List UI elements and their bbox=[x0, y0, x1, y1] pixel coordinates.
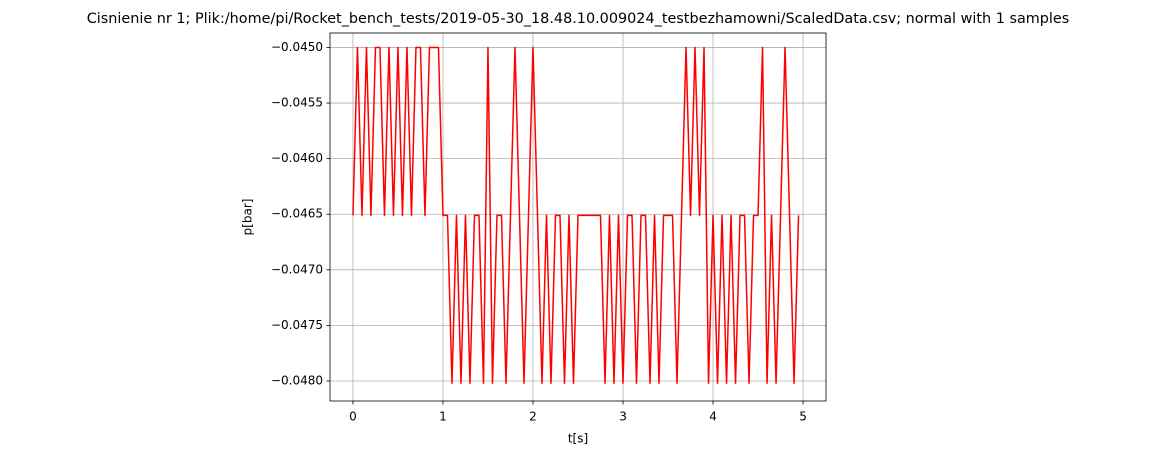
y-tick-label: −0.0470 bbox=[271, 262, 323, 276]
x-tick-label: 3 bbox=[619, 410, 627, 424]
y-tick-label: −0.0460 bbox=[271, 151, 323, 165]
x-tick-label: 1 bbox=[439, 410, 447, 424]
x-tick-label: 0 bbox=[349, 410, 357, 424]
y-tick-label: −0.0465 bbox=[271, 207, 323, 221]
plot-frame bbox=[329, 32, 827, 402]
y-tick-label: −0.0450 bbox=[271, 40, 323, 54]
chart-title: Cisnienie nr 1; Plik:/home/pi/Rocket_ben… bbox=[87, 11, 1070, 27]
data-line bbox=[352, 46, 800, 384]
y-tick-label: −0.0455 bbox=[271, 96, 323, 110]
y-axis-label: p[bar] bbox=[241, 199, 255, 236]
plot-area bbox=[352, 46, 800, 384]
x-tick-label: 4 bbox=[709, 410, 717, 424]
y-tick-label: −0.0475 bbox=[271, 318, 323, 332]
y-tick-label: −0.0480 bbox=[271, 373, 323, 387]
x-axis-label: t[s] bbox=[568, 432, 588, 446]
x-tick-label: 2 bbox=[529, 410, 537, 424]
x-tick-label: 5 bbox=[799, 410, 807, 424]
